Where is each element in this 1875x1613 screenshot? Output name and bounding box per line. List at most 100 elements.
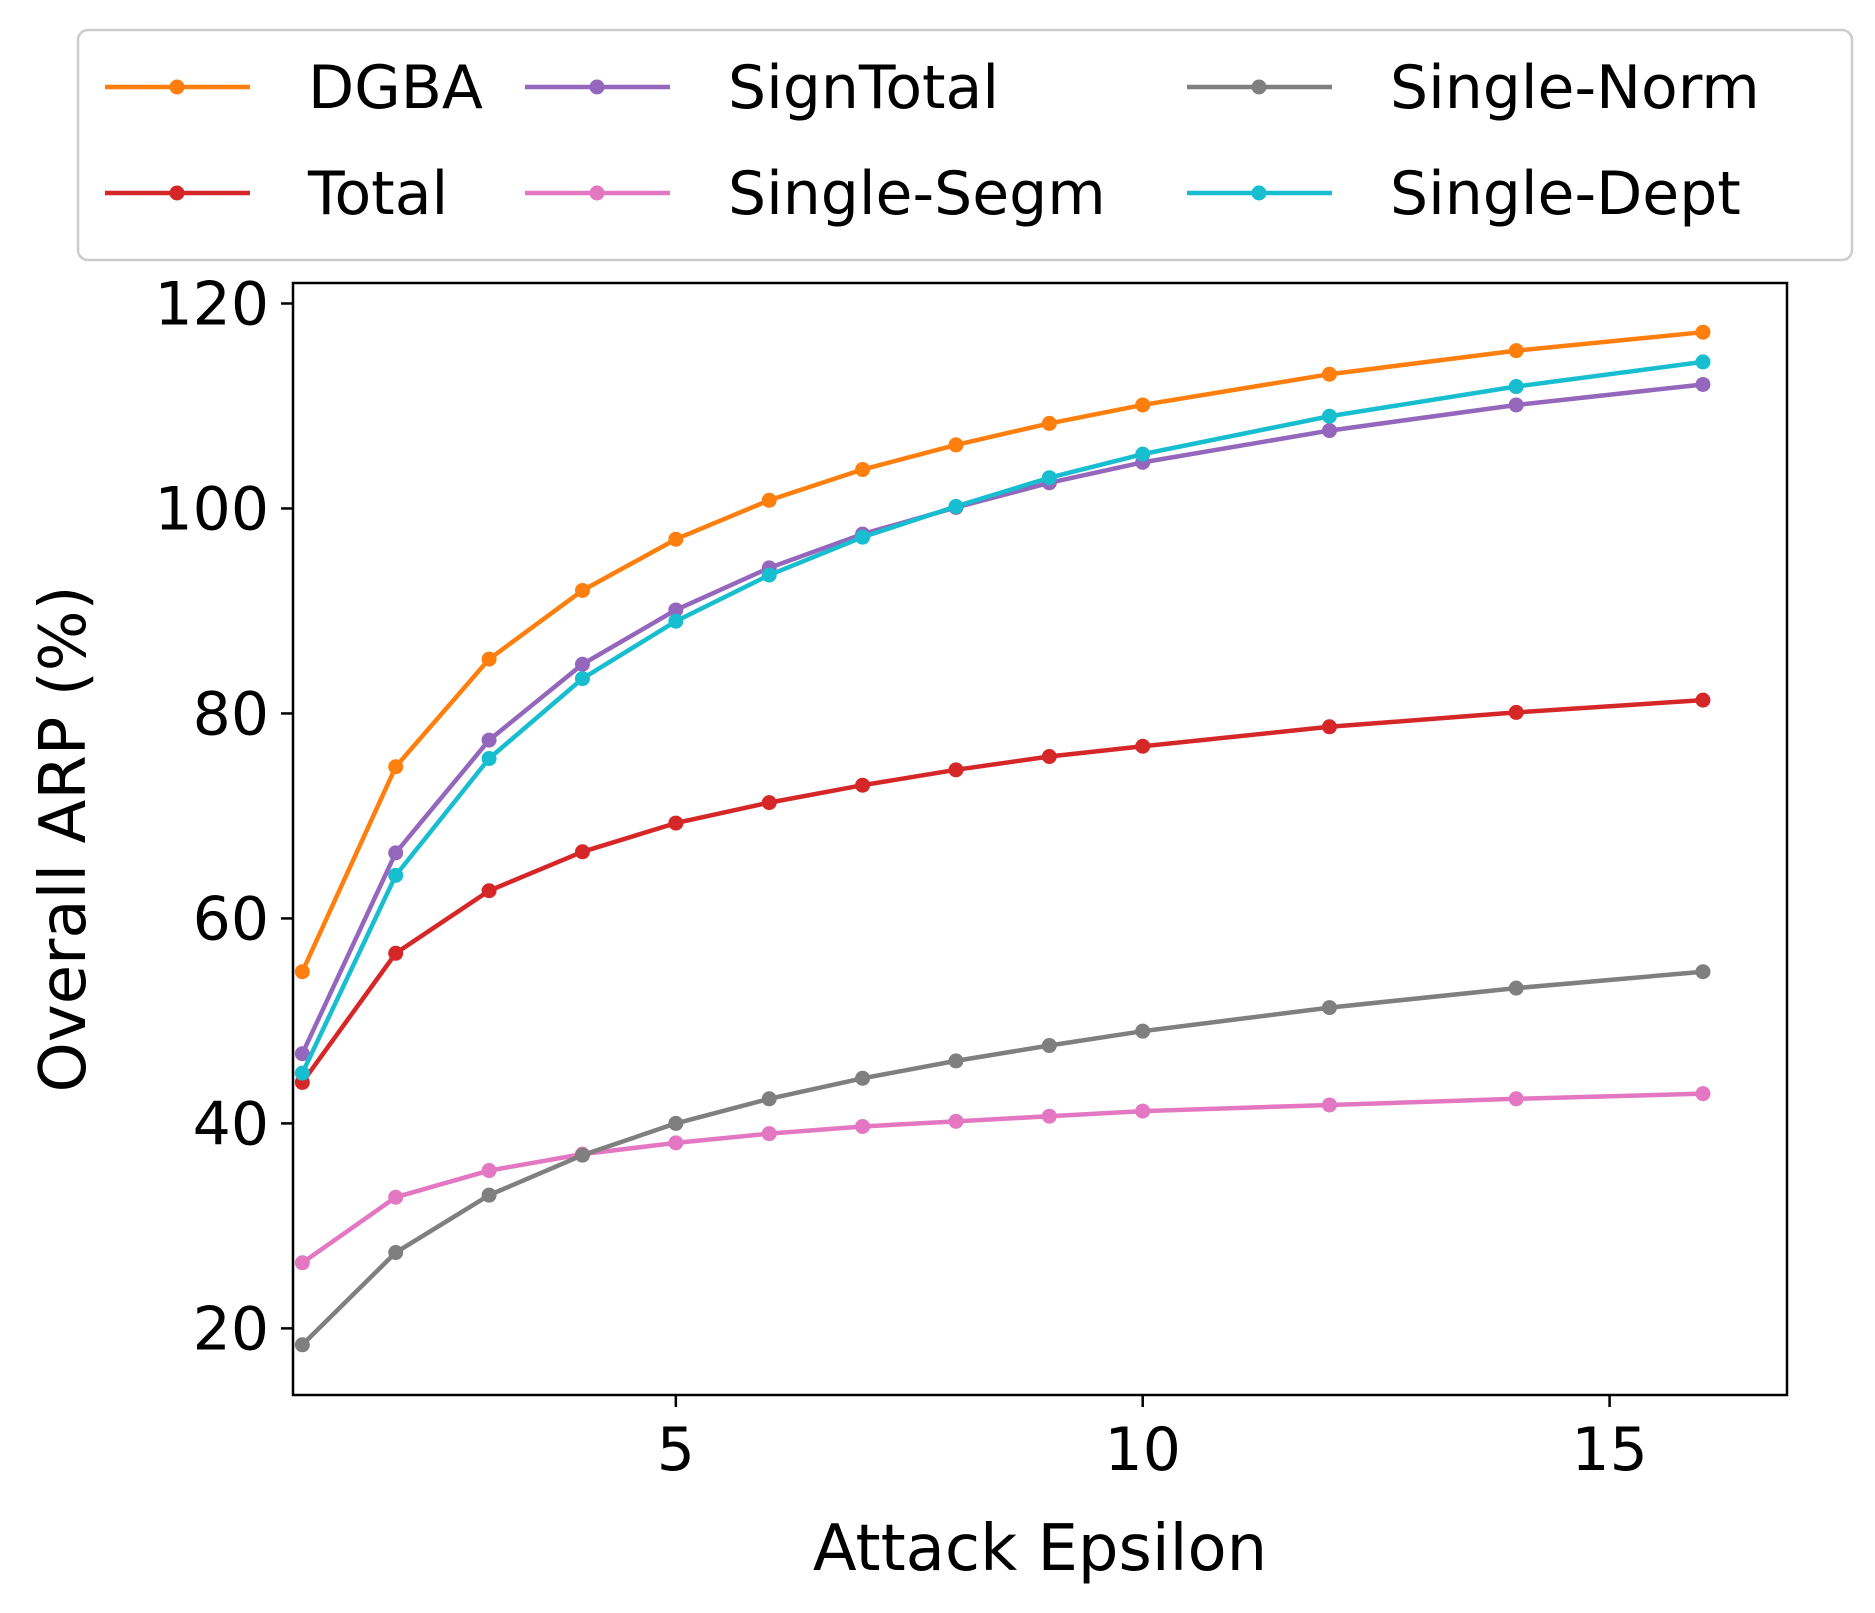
series-line-total: [300, 697, 1706, 1085]
data-point-single-dept: [294, 1065, 310, 1081]
data-point-signtotal: [481, 732, 497, 748]
plot-frame: [291, 281, 1789, 1397]
data-point-dgba: [1041, 415, 1057, 431]
data-point-single-segm: [1041, 1108, 1057, 1124]
legend-entry-total: Total: [105, 159, 448, 229]
data-point-total: [1135, 738, 1151, 754]
legend-swatch-marker: [1251, 185, 1267, 201]
x-tick-label: 15: [1571, 1415, 1647, 1485]
legend-swatch-marker: [169, 185, 185, 201]
data-point-total: [574, 844, 590, 860]
data-point-single-segm: [294, 1255, 310, 1271]
legend-frame: [76, 28, 1854, 262]
data-point-single-norm: [948, 1053, 964, 1069]
data-point-single-dept: [668, 613, 684, 629]
data-point-single-dept: [574, 671, 590, 687]
data-point-single-dept: [1695, 354, 1711, 370]
data-point-single-norm: [574, 1147, 590, 1163]
data-point-dgba: [294, 964, 310, 980]
data-point-single-dept: [1321, 408, 1337, 424]
data-point-dgba: [1135, 397, 1151, 413]
y-axis-title: Overall ARP (%): [27, 586, 101, 1093]
series-total: [294, 692, 1711, 1090]
data-point-single-dept: [1041, 470, 1057, 486]
data-point-single-dept: [388, 867, 404, 883]
data-point-single-dept: [1508, 379, 1524, 395]
plot-area: [291, 281, 1789, 1397]
data-point-single-segm: [481, 1163, 497, 1179]
data-point-total: [1041, 748, 1057, 764]
series-single-segm: [294, 1086, 1711, 1271]
data-point-signtotal: [388, 845, 404, 861]
data-point-single-norm: [1041, 1038, 1057, 1054]
data-point-dgba: [388, 759, 404, 775]
data-point-signtotal: [1321, 423, 1337, 439]
legend-label: SignTotal: [728, 53, 999, 123]
series-line-single-segm: [300, 1091, 1706, 1266]
data-point-dgba: [668, 531, 684, 547]
y-tick-label: 100: [154, 474, 269, 544]
data-point-dgba: [574, 582, 590, 598]
data-point-total: [761, 795, 777, 811]
data-point-single-segm: [1695, 1086, 1711, 1102]
data-point-single-norm: [1695, 964, 1711, 980]
legend-entry-dgba: DGBA: [105, 53, 483, 123]
data-point-dgba: [1508, 343, 1524, 359]
data-point-single-dept: [855, 529, 871, 545]
legend-swatch-marker: [589, 79, 605, 95]
data-point-dgba: [1695, 324, 1711, 340]
y-tick-label: 80: [193, 679, 269, 749]
data-point-single-segm: [388, 1189, 404, 1205]
series-single-norm: [294, 964, 1711, 1353]
legend-swatch-marker: [589, 185, 605, 201]
series-single-dept: [294, 354, 1711, 1081]
data-point-total: [1321, 719, 1337, 735]
data-point-total: [948, 762, 964, 778]
y-tick-label: 20: [193, 1294, 269, 1364]
x-tick-label: 5: [657, 1415, 695, 1485]
data-point-dgba: [855, 462, 871, 478]
data-point-single-segm: [1321, 1097, 1337, 1113]
data-point-single-segm: [668, 1135, 684, 1151]
data-point-single-norm: [388, 1245, 404, 1261]
legend-label: Total: [307, 159, 448, 229]
x-axis-title: Attack Epsilon: [813, 1512, 1267, 1586]
legend: DGBA Total SignTotal Single-Segm Single-Norm…: [76, 28, 1854, 262]
axes-layer: 5 10 15 20 40 60 80 100 120: [154, 269, 1647, 1485]
data-point-total: [481, 883, 497, 899]
data-point-total: [1695, 692, 1711, 708]
series-signtotal: [294, 376, 1711, 1062]
data-point-single-segm: [1508, 1091, 1524, 1107]
data-point-single-segm: [948, 1113, 964, 1129]
legend-swatch-marker: [169, 79, 185, 95]
data-point-single-dept: [761, 567, 777, 583]
legend-entry-single-dept: Single-Dept: [1187, 159, 1741, 229]
data-point-single-segm: [1135, 1103, 1151, 1119]
legend-entry-single-segm: Single-Segm: [525, 159, 1106, 229]
y-tick-label: 40: [193, 1089, 269, 1159]
data-point-dgba: [1321, 366, 1337, 382]
legend-label: Single-Segm: [728, 159, 1106, 229]
data-point-signtotal: [668, 602, 684, 618]
data-point-single-norm: [1135, 1023, 1151, 1039]
data-point-single-segm: [855, 1118, 871, 1134]
y-tick-label: 60: [193, 884, 269, 954]
data-point-single-dept: [948, 498, 964, 514]
data-point-single-norm: [761, 1091, 777, 1107]
legend-label: DGBA: [308, 53, 483, 123]
series-line-single-dept: [300, 359, 1706, 1076]
data-point-signtotal: [1695, 376, 1711, 392]
series-line-single-norm: [300, 969, 1706, 1348]
legend-entry-signtotal: SignTotal: [525, 53, 999, 123]
data-point-dgba: [948, 437, 964, 453]
data-point-single-norm: [855, 1070, 871, 1086]
series-line-dgba: [300, 329, 1706, 974]
data-point-dgba: [481, 651, 497, 667]
data-point-single-norm: [481, 1187, 497, 1203]
data-point-single-norm: [668, 1115, 684, 1131]
data-point-single-segm: [761, 1126, 777, 1142]
y-tick-label: 120: [154, 269, 269, 339]
data-point-total: [1508, 704, 1524, 720]
data-point-signtotal: [574, 656, 590, 672]
